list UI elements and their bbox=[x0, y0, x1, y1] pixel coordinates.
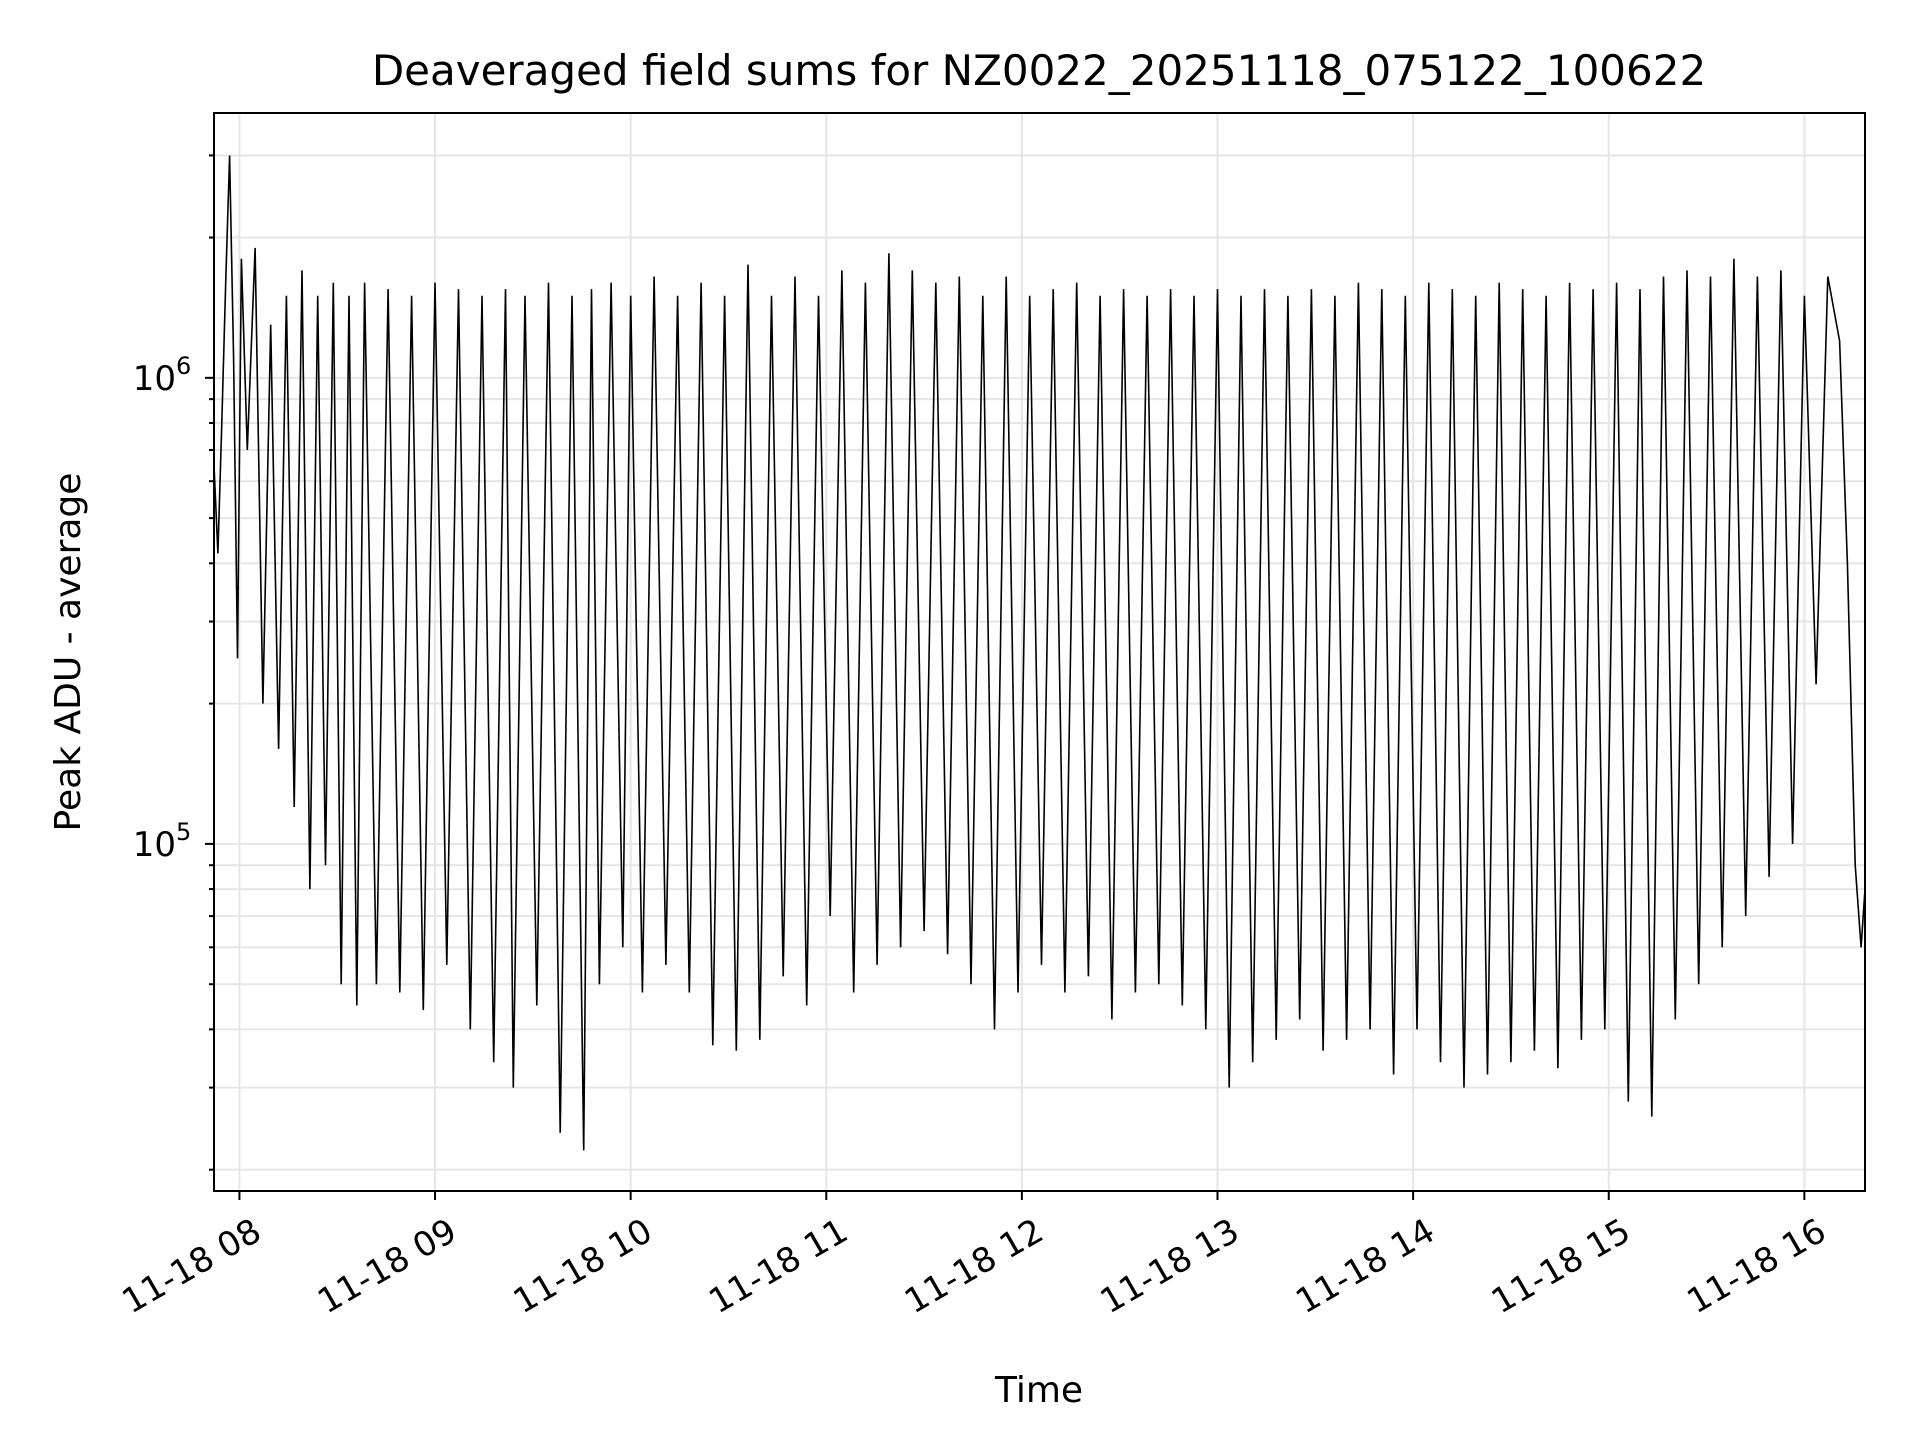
chart-title: Deaveraged field sums for NZ0022_2025111… bbox=[372, 46, 1706, 95]
y-tick-exponent: 6 bbox=[176, 352, 191, 380]
plot-frame bbox=[213, 112, 1866, 1192]
y-axis-label: Peak ADU - average bbox=[48, 473, 89, 832]
x-axis-label: Time bbox=[994, 1370, 1083, 1411]
y-tick-exponent: 5 bbox=[176, 818, 191, 846]
series-layer bbox=[213, 155, 1866, 1151]
y-tick-base: 10 bbox=[133, 359, 176, 399]
y-tick-base: 10 bbox=[133, 825, 176, 865]
y-tick-label: 106 bbox=[133, 352, 192, 399]
y-tick-label: 105 bbox=[133, 818, 192, 865]
series-line bbox=[213, 155, 1866, 1151]
